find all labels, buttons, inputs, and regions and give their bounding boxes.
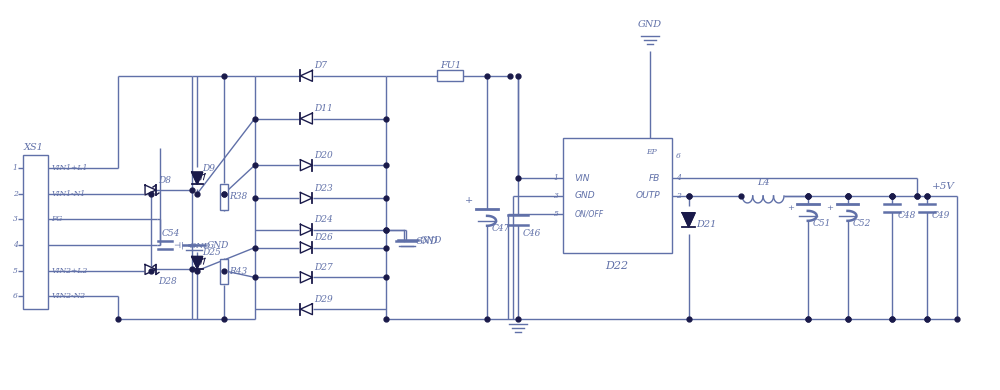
Text: +5V: +5V xyxy=(932,182,955,191)
Polygon shape xyxy=(145,185,156,195)
Text: 5: 5 xyxy=(554,210,559,218)
Text: +: + xyxy=(787,204,794,212)
Text: D20: D20 xyxy=(314,151,333,160)
Text: D9: D9 xyxy=(202,164,215,173)
Text: D22: D22 xyxy=(606,261,629,271)
Text: 3: 3 xyxy=(13,215,17,223)
Text: VIN2-N2: VIN2-N2 xyxy=(51,292,85,300)
Text: OUTP: OUTP xyxy=(635,191,660,200)
Text: C54: C54 xyxy=(161,229,180,238)
Text: GND: GND xyxy=(207,241,229,250)
Text: 3: 3 xyxy=(554,192,559,200)
Polygon shape xyxy=(300,272,312,283)
Polygon shape xyxy=(300,160,312,171)
Text: XS1: XS1 xyxy=(24,143,44,152)
Polygon shape xyxy=(300,113,312,124)
Polygon shape xyxy=(192,172,203,184)
Text: D23: D23 xyxy=(314,184,333,193)
Text: D28: D28 xyxy=(158,277,177,286)
Text: C52: C52 xyxy=(852,219,871,228)
Text: FB: FB xyxy=(649,174,660,183)
Text: GND: GND xyxy=(416,237,438,246)
Bar xyxy=(220,259,228,284)
Text: 6: 6 xyxy=(13,292,17,300)
Text: D26: D26 xyxy=(314,233,333,242)
Bar xyxy=(23,155,48,309)
Polygon shape xyxy=(300,242,312,253)
Text: C48: C48 xyxy=(897,211,916,220)
Text: +: + xyxy=(465,197,473,206)
Text: C47: C47 xyxy=(492,224,510,233)
Text: D7: D7 xyxy=(314,62,327,71)
Text: 1: 1 xyxy=(554,174,559,182)
Text: +: + xyxy=(827,204,834,212)
Text: L4: L4 xyxy=(757,177,769,186)
Text: R43: R43 xyxy=(229,267,247,276)
Polygon shape xyxy=(300,193,312,204)
Polygon shape xyxy=(682,213,695,227)
Text: FU1: FU1 xyxy=(440,62,461,71)
Text: C51: C51 xyxy=(813,219,831,228)
Bar xyxy=(437,70,463,82)
Polygon shape xyxy=(300,224,312,235)
Text: 6: 6 xyxy=(676,152,681,160)
Polygon shape xyxy=(300,70,312,82)
Text: D11: D11 xyxy=(314,104,333,113)
Text: GND: GND xyxy=(574,191,595,200)
Text: GND: GND xyxy=(638,20,662,29)
Text: FG: FG xyxy=(51,215,63,223)
Text: C46: C46 xyxy=(523,229,541,238)
Text: 2: 2 xyxy=(676,192,681,200)
Text: EP: EP xyxy=(647,148,657,156)
Text: VIN2+L2: VIN2+L2 xyxy=(51,267,88,275)
Text: C49: C49 xyxy=(932,211,950,220)
Polygon shape xyxy=(145,264,156,275)
Text: VIN1+L1: VIN1+L1 xyxy=(51,164,88,172)
Bar xyxy=(220,184,228,210)
Text: D24: D24 xyxy=(314,215,333,224)
Text: GND: GND xyxy=(420,236,442,245)
Bar xyxy=(563,138,672,253)
Text: 1: 1 xyxy=(13,164,17,172)
Text: 4: 4 xyxy=(13,241,17,249)
Polygon shape xyxy=(192,257,203,269)
Text: ⊣|· GND: ⊣|· GND xyxy=(174,241,211,249)
Text: D25: D25 xyxy=(202,248,221,257)
Text: ON/OFF: ON/OFF xyxy=(574,209,604,218)
Text: D21: D21 xyxy=(697,220,717,229)
Text: D29: D29 xyxy=(314,295,333,304)
Text: 4: 4 xyxy=(676,174,681,182)
Text: VIN1-N1: VIN1-N1 xyxy=(51,190,85,198)
Text: 5: 5 xyxy=(13,267,17,275)
Polygon shape xyxy=(300,304,312,315)
Text: 2: 2 xyxy=(13,190,17,198)
Text: R38: R38 xyxy=(229,193,247,202)
Text: D27: D27 xyxy=(314,263,333,272)
Text: D8: D8 xyxy=(158,176,171,184)
Text: VIN: VIN xyxy=(574,174,590,183)
